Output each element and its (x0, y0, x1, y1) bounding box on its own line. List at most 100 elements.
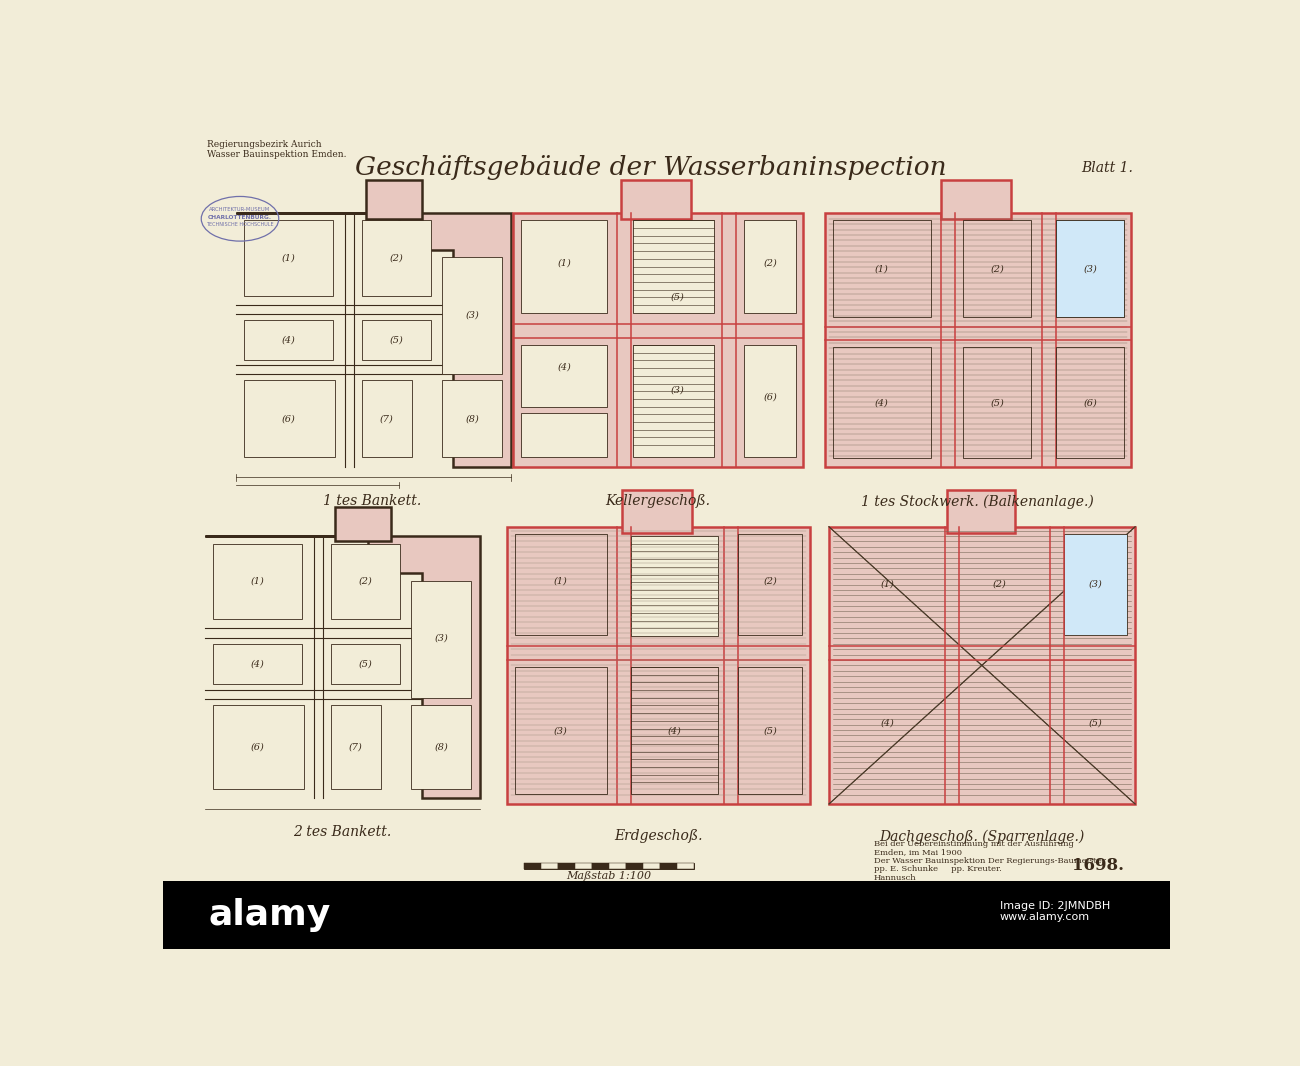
Bar (515, 667, 607, 794)
Bar (361, 321, 432, 360)
Text: (2): (2) (763, 258, 777, 268)
Bar (833, 221, 931, 318)
Text: (6): (6) (1083, 399, 1097, 407)
Bar (330, 706, 381, 789)
Text: (4): (4) (281, 336, 295, 345)
Text: 1 tes Stockwerk. (Balkenanlage.): 1 tes Stockwerk. (Balkenanlage.) (862, 495, 1095, 508)
Text: Geschäftsgebäude der Wasserbaninspection: Geschäftsgebäude der Wasserbaninspection (355, 156, 946, 180)
Bar (515, 534, 607, 634)
Text: (1): (1) (558, 258, 571, 268)
Bar (213, 644, 302, 684)
Bar (946, 489, 1015, 533)
Text: 1698.: 1698. (1071, 857, 1123, 874)
Bar (244, 321, 333, 360)
Bar (941, 180, 1011, 219)
Text: TECHNISCHE HOCHSCHULE: TECHNISCHE HOCHSCHULE (207, 223, 274, 227)
Text: (4): (4) (880, 718, 894, 728)
Text: (3): (3) (554, 726, 567, 736)
Text: (2): (2) (359, 577, 372, 586)
Text: Emden, im Mai 1900: Emden, im Mai 1900 (874, 849, 962, 856)
Bar (442, 257, 502, 374)
Polygon shape (237, 212, 511, 467)
Text: alamy: alamy (209, 898, 332, 932)
Bar (411, 581, 471, 698)
Bar (330, 644, 400, 684)
Polygon shape (826, 212, 1131, 467)
Bar (520, 413, 607, 457)
Bar (520, 221, 607, 312)
Text: (4): (4) (558, 362, 571, 371)
Text: (2): (2) (763, 577, 777, 585)
Bar (621, 180, 692, 219)
Bar (627, 863, 644, 869)
Text: Regierungsbezirk Aurich: Regierungsbezirk Aurich (208, 141, 322, 149)
Bar (633, 345, 714, 456)
Text: (5): (5) (763, 726, 777, 736)
Text: (8): (8) (465, 415, 480, 423)
Text: (4): (4) (250, 660, 264, 668)
Text: (1): (1) (250, 577, 264, 586)
Text: (6): (6) (282, 415, 295, 423)
Bar (213, 544, 302, 619)
Text: (7): (7) (348, 743, 363, 752)
Bar (623, 489, 692, 533)
Text: (6): (6) (251, 743, 265, 752)
Text: Erdgeschoß.: Erdgeschoß. (614, 829, 703, 843)
Bar (1056, 221, 1123, 318)
Bar (558, 863, 575, 869)
Polygon shape (205, 536, 480, 797)
Bar (162, 881, 1170, 949)
Text: 1 tes Bankett.: 1 tes Bankett. (322, 495, 421, 508)
Polygon shape (829, 527, 1135, 804)
Bar (524, 863, 694, 869)
Text: pp. E. Schunke     pp. Kreuter.: pp. E. Schunke pp. Kreuter. (874, 866, 1002, 873)
Text: (5): (5) (991, 399, 1004, 407)
Text: (3): (3) (671, 385, 685, 394)
Text: www.alamy.com: www.alamy.com (1000, 912, 1089, 922)
Bar (330, 544, 400, 619)
Bar (632, 667, 718, 794)
Text: Hannusch: Hannusch (874, 874, 916, 882)
Bar (608, 863, 627, 869)
Text: (1): (1) (875, 264, 889, 273)
Bar (361, 381, 412, 457)
Bar (744, 345, 796, 456)
Text: Kellergeschoß.: Kellergeschoß. (606, 495, 710, 508)
Text: Wasser Bauinspektion Emden.: Wasser Bauinspektion Emden. (208, 149, 347, 159)
Bar (367, 180, 422, 219)
Text: ARCHITEKTUR-MUSEUM: ARCHITEKTUR-MUSEUM (209, 207, 270, 212)
Bar (1056, 221, 1123, 318)
Bar (1056, 346, 1123, 458)
Text: (5): (5) (359, 660, 372, 668)
Text: (3): (3) (1088, 580, 1102, 589)
Bar (592, 863, 608, 869)
Text: CHARLOTTENBURG.: CHARLOTTENBURG. (208, 214, 272, 220)
Text: Der Wasser Bauinspektion Der Regierungs-Baumeister: Der Wasser Bauinspektion Der Regierungs-… (874, 857, 1106, 865)
Text: (1): (1) (880, 580, 894, 589)
Bar (738, 667, 802, 794)
Text: (3): (3) (465, 310, 480, 320)
Bar (632, 536, 718, 636)
Bar (575, 863, 592, 869)
Bar (1063, 534, 1127, 634)
Bar (524, 863, 541, 869)
Text: (4): (4) (668, 726, 681, 736)
Bar (633, 221, 714, 312)
Bar (963, 346, 1031, 458)
Text: Dachgeschoß. (Sparrenlage.): Dachgeschoß. (Sparrenlage.) (879, 829, 1084, 843)
Text: Blatt 1.: Blatt 1. (1080, 161, 1132, 175)
Text: (1): (1) (554, 577, 567, 585)
Text: (5): (5) (390, 336, 403, 345)
Text: (1): (1) (281, 254, 295, 262)
Text: Maßstab 1:100: Maßstab 1:100 (567, 871, 651, 882)
Text: (6): (6) (763, 393, 777, 402)
Bar (677, 863, 694, 869)
Text: (5): (5) (1088, 718, 1102, 728)
Text: (7): (7) (380, 415, 394, 423)
Text: Bei der Uebereinstimmung mit der Ausführung: Bei der Uebereinstimmung mit der Ausführ… (874, 840, 1074, 849)
Bar (335, 506, 391, 542)
Text: (8): (8) (434, 743, 448, 752)
Text: (5): (5) (671, 293, 685, 302)
Text: 2 tes Bankett.: 2 tes Bankett. (294, 825, 391, 839)
Bar (660, 863, 677, 869)
